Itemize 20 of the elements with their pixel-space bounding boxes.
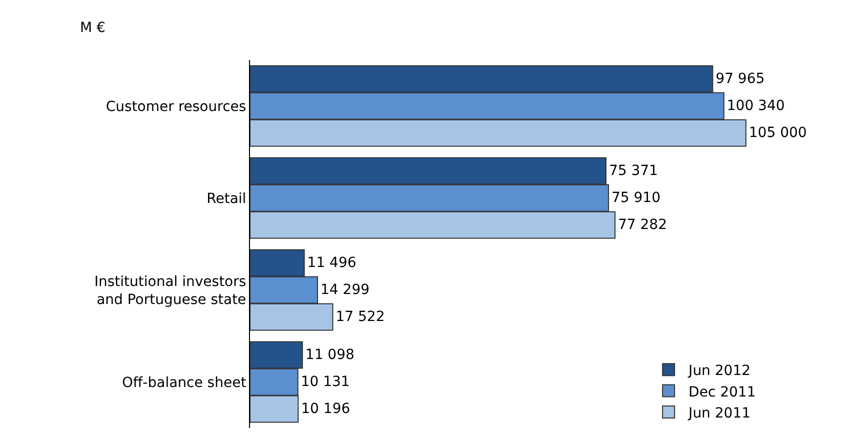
- data-label: 105 000: [748, 124, 807, 141]
- data-label: 14 299: [320, 282, 370, 298]
- data-label: 11 496: [307, 255, 356, 272]
- data-label: 17 522: [336, 308, 385, 325]
- data-label: 77 282: [618, 216, 667, 233]
- y-tick-label: Off-balance sheet: [122, 374, 247, 391]
- legend-label: Jun 2012: [688, 363, 751, 380]
- data-label: 97 965: [716, 71, 765, 88]
- data-label: 10 196: [301, 400, 350, 417]
- text: M €: [80, 20, 106, 36]
- data-label: 75 910: [612, 190, 661, 206]
- y-tick-label: Customer resources: [106, 98, 246, 115]
- data-label: 11 098: [305, 347, 354, 364]
- y-tick-label: Institutional investors and Portuguese state: [94, 274, 246, 308]
- data-label: 75 371: [608, 163, 658, 180]
- legend-label: Jun 2011: [688, 405, 751, 422]
- data-label: 100 340: [726, 98, 785, 114]
- legend-label: Dec 2011: [688, 384, 756, 400]
- data-label: 10 131: [300, 374, 350, 390]
- y-tick-label: Retail: [206, 190, 246, 207]
